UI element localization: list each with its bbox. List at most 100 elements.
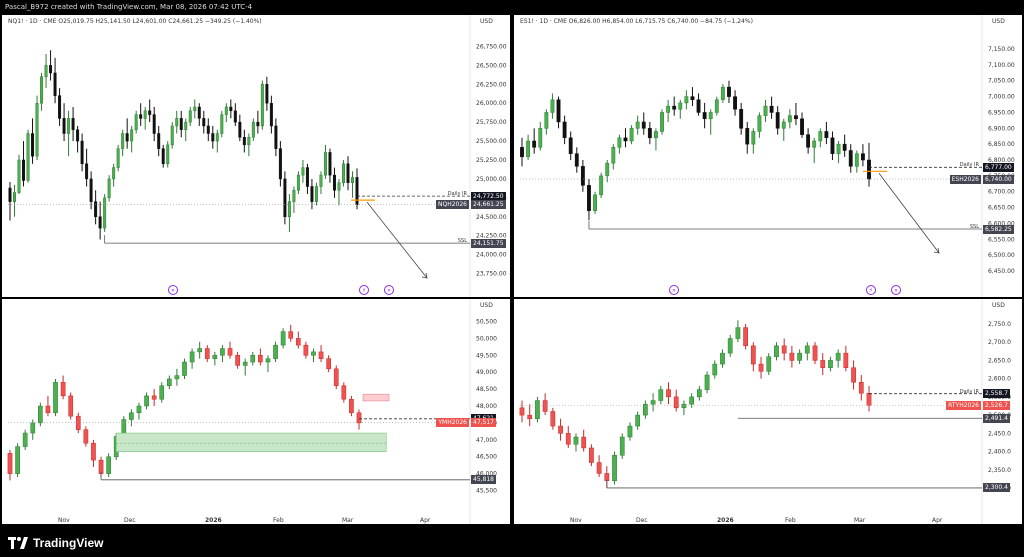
demand-zone[interactable] — [115, 432, 387, 452]
price-chart[interactable]: 7,150.00 7,100.00 7,050.00 7,000.00 6,950.00… — [514, 15, 1022, 297]
candle-body — [112, 167, 116, 180]
support-price-label: 2,491.4 — [983, 413, 1010, 423]
y-tick-label: 6,550.00 — [988, 236, 1015, 243]
currency-label: USD — [992, 302, 1005, 309]
candle-body — [229, 106, 233, 112]
candle-body — [71, 118, 75, 130]
chart-panel-ym[interactable]: 50,500 50,000 49,500 49,000 48,500 48,000 47,5… — [2, 299, 510, 524]
candle-body — [91, 442, 96, 461]
candle-body — [295, 338, 301, 346]
candle-body — [148, 110, 152, 115]
candle-body — [858, 382, 864, 394]
candle-body — [251, 121, 255, 138]
candle-body — [556, 99, 561, 123]
contract-label: NQH2026 — [436, 200, 469, 210]
arrow-head — [421, 272, 428, 279]
candle-body — [666, 105, 671, 113]
candle-body — [326, 358, 331, 370]
candle-body — [818, 131, 823, 142]
candle-body — [860, 153, 865, 161]
candle-body — [60, 382, 66, 397]
x-tick-label: Apr — [932, 517, 943, 524]
y-tick-label: 49,000 — [476, 369, 497, 376]
daily-ir-label: Daily IR — [959, 388, 979, 395]
dividend-event-icon[interactable]: ⚡ — [866, 285, 876, 295]
candle-body — [220, 114, 224, 134]
candle-body — [280, 331, 286, 346]
supply-zone[interactable] — [362, 393, 390, 402]
candle-body — [8, 187, 12, 202]
candle-body — [635, 414, 641, 427]
candle-body — [40, 76, 44, 104]
x-tick-label: Dec — [124, 517, 136, 524]
candle-body — [743, 327, 748, 347]
candle-body — [580, 166, 585, 186]
candle-body — [134, 114, 138, 130]
candle-body — [129, 412, 134, 420]
y-tick-label: 7,100.00 — [988, 62, 1015, 69]
candle-body — [121, 133, 125, 149]
earnings-event-icon[interactable]: » — [168, 285, 178, 295]
daily-ir-price-label: 2,558.7 — [983, 389, 1010, 399]
candle-body — [617, 137, 622, 148]
candle-body — [854, 153, 859, 167]
candle-body — [53, 382, 58, 414]
price-chart[interactable]: 50,500 50,000 49,500 49,000 48,500 48,000 47,5… — [2, 299, 510, 524]
candle-body — [611, 147, 616, 164]
symbol-legend: ES1! · 1D · CME O6,826.00 H6,854.00 L6,7… — [520, 18, 753, 25]
candle-body — [265, 84, 269, 104]
contract-label: YMH2026 — [436, 417, 469, 427]
candle-body — [260, 84, 264, 127]
candle-body — [589, 447, 594, 463]
candle-body — [835, 352, 841, 361]
candle-body — [689, 396, 695, 405]
candle-body — [599, 175, 604, 196]
y-tick-label: 47,000 — [476, 437, 497, 444]
candle-body — [643, 403, 648, 416]
projection-arrow[interactable] — [878, 173, 940, 254]
candle-body — [681, 403, 687, 409]
candle-body — [673, 396, 679, 409]
candle-body — [696, 389, 702, 398]
candle-body — [45, 405, 51, 414]
dividend-event-icon[interactable]: ⚡ — [359, 285, 369, 295]
candle-body — [538, 128, 543, 148]
candle-body — [658, 389, 664, 401]
tradingview-logo[interactable]: TradingView — [8, 536, 103, 550]
chart-credit: Pascal_B972 created with TradingView.com… — [5, 3, 253, 11]
candle-body — [794, 115, 798, 120]
ssl-price-label: 6,582.25 — [983, 224, 1014, 234]
x-tick-label: Feb — [785, 517, 796, 524]
footer-bar: TradingView — [0, 528, 1024, 557]
candle-body — [866, 392, 872, 406]
price-chart[interactable]: 2,750.02,700.02,650.02,600.02,550.02,500… — [514, 299, 1022, 524]
earnings-event-icon[interactable]: » — [891, 285, 901, 295]
earnings-event-icon[interactable]: » — [384, 285, 394, 295]
y-tick-label: 6,450.00 — [988, 268, 1015, 275]
chart-panel-nq[interactable]: 26,750.00 26,500.00 26,250.00 26,000.00 25,7… — [2, 15, 510, 297]
candle-body — [587, 185, 591, 211]
candle-body — [527, 414, 533, 420]
y-tick-label: 25,500.00 — [476, 138, 507, 145]
candle-body — [848, 150, 853, 167]
earnings-event-icon[interactable]: » — [669, 285, 679, 295]
candle-body — [828, 360, 833, 368]
candle-body — [526, 140, 531, 158]
candle-body — [341, 385, 347, 400]
chart-panel-es[interactable]: 7,150.00 7,100.00 7,050.00 7,000.00 6,950.00… — [514, 15, 1022, 297]
x-tick-label: 2026 — [717, 517, 734, 524]
x-tick-label: Mar — [854, 517, 866, 524]
candle-body — [843, 352, 849, 368]
candle-body — [332, 174, 336, 191]
daily-ir-price-label: 24,772.50 — [471, 191, 506, 201]
x-tick-label: Feb — [273, 517, 284, 524]
y-tick-label: 6,900.00 — [988, 125, 1015, 132]
candle-body — [211, 133, 215, 142]
price-chart[interactable]: 26,750.00 26,500.00 26,250.00 26,000.00 25,7… — [2, 15, 510, 297]
ssl-label: SSL — [457, 238, 467, 245]
candle-body — [212, 355, 218, 359]
projection-arrow[interactable] — [366, 201, 428, 279]
chart-panel-rty[interactable]: 2,750.02,700.02,650.02,600.02,550.02,500… — [514, 299, 1022, 524]
candle-body — [629, 128, 634, 142]
candle-body — [151, 395, 157, 400]
